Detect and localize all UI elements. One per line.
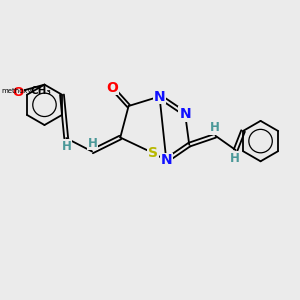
- Text: H: H: [62, 140, 72, 153]
- Text: N: N: [179, 107, 191, 121]
- Text: CH₃: CH₃: [30, 86, 51, 96]
- Text: H: H: [88, 137, 98, 150]
- Text: N: N: [160, 153, 172, 167]
- Text: methoxy: methoxy: [2, 88, 32, 94]
- Text: H: H: [230, 152, 240, 165]
- Text: H: H: [210, 121, 220, 134]
- Text: O: O: [12, 85, 23, 98]
- Text: S: S: [148, 146, 158, 160]
- Text: N: N: [154, 89, 165, 103]
- Text: O: O: [106, 81, 118, 94]
